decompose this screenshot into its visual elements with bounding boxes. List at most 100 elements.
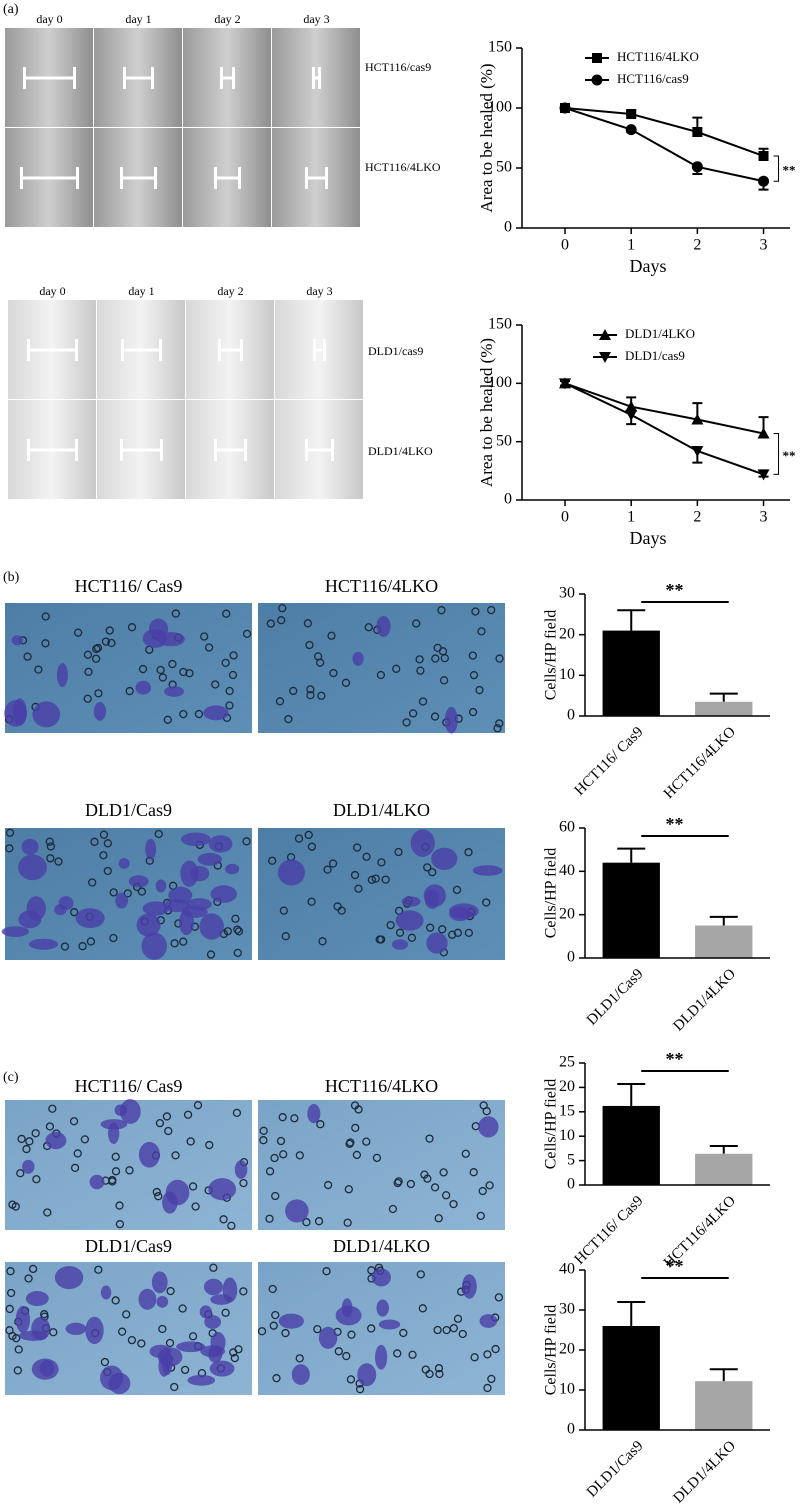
image-label: DLD1/Cas9: [85, 1236, 172, 1256]
pore: [395, 928, 405, 937]
pore: [170, 939, 179, 948]
pore: [200, 632, 209, 641]
pore: [94, 1265, 103, 1274]
pore: [180, 1365, 190, 1375]
marker: [692, 127, 703, 137]
y-axis-label: Cells/HP field: [543, 848, 560, 939]
y-tick-label: 20: [559, 1078, 575, 1095]
day-label: day 0: [36, 12, 62, 26]
pore: [470, 1353, 479, 1362]
cell: [119, 1099, 141, 1124]
x-tick-label: 0: [561, 237, 569, 254]
marker: [626, 109, 637, 119]
cell: [1, 926, 30, 938]
pore: [430, 712, 440, 721]
pore: [476, 1211, 485, 1221]
cell: [162, 1351, 173, 1376]
pore: [302, 1218, 311, 1227]
pore: [452, 885, 462, 895]
pore: [152, 1187, 161, 1197]
cell: [18, 910, 42, 929]
significance: **: [666, 814, 684, 834]
pore: [477, 627, 486, 636]
pore: [362, 852, 371, 861]
cell: [180, 860, 199, 887]
pore: [306, 691, 315, 700]
cell: [208, 835, 233, 853]
y-axis-label: Cells/HP field: [543, 1305, 560, 1396]
pore: [155, 1118, 165, 1128]
pore: [495, 719, 504, 728]
cell: [164, 686, 185, 697]
pore: [323, 1180, 333, 1190]
cell: [210, 885, 237, 903]
cell: [203, 1278, 223, 1296]
pore: [41, 612, 50, 621]
pore: [425, 923, 435, 932]
pore: [6, 1267, 15, 1276]
pore: [193, 1101, 203, 1110]
x-tick-label: DLD1/Cas9: [584, 966, 647, 1029]
pore: [307, 897, 316, 906]
series-line: [564, 107, 764, 183]
pore: [99, 851, 108, 860]
cell: [138, 1288, 157, 1310]
pore: [225, 686, 234, 696]
pore: [333, 902, 342, 911]
pore: [469, 1168, 478, 1177]
pore: [491, 1344, 500, 1354]
marker: [758, 151, 769, 161]
y-tick-label: 150: [488, 39, 512, 56]
cell: [376, 1299, 389, 1317]
cell: [118, 857, 130, 869]
pore: [478, 1186, 487, 1196]
pore: [5, 828, 15, 837]
pore: [307, 842, 317, 851]
pore: [425, 1369, 434, 1379]
pore: [115, 1220, 125, 1229]
pore: [318, 937, 327, 946]
y-tick-label: 0: [567, 1421, 575, 1438]
pore: [304, 830, 313, 840]
pore: [281, 932, 290, 941]
y-tick-label: 30: [559, 585, 575, 602]
cell: [11, 635, 24, 646]
pore: [314, 1217, 324, 1226]
cell: [225, 863, 240, 875]
significance: **: [783, 163, 796, 178]
pore: [453, 928, 463, 937]
pore: [80, 1135, 90, 1144]
marker: [599, 352, 611, 363]
pore: [328, 859, 338, 868]
cell: [462, 1274, 477, 1299]
pore: [306, 685, 315, 694]
panel-label: (c): [3, 1070, 19, 1085]
cell: [100, 1285, 112, 1300]
y-axis-label: Cells/HP field: [543, 610, 560, 701]
x-tick-label: DLD1/4LKO: [671, 966, 740, 1035]
pore: [434, 1214, 443, 1223]
error-bar: [617, 1082, 646, 1106]
pore: [179, 709, 188, 719]
x-tick-label: HCT116/4LKO: [661, 724, 739, 802]
y-tick-label: 10: [559, 666, 575, 683]
cell: [431, 847, 458, 870]
pore: [271, 1191, 280, 1201]
cell: [114, 1104, 127, 1116]
cell: [155, 879, 167, 893]
pore: [352, 1150, 362, 1160]
pore: [5, 1326, 14, 1335]
pore: [117, 1327, 127, 1336]
pore: [48, 1104, 57, 1113]
pore: [49, 1328, 58, 1337]
significance: **: [783, 448, 796, 463]
pore: [101, 637, 111, 646]
y-tick-label: 100: [488, 374, 512, 391]
pore: [428, 868, 437, 877]
panel-label: (b): [3, 570, 20, 585]
pore: [137, 1339, 146, 1348]
pore: [162, 1112, 172, 1121]
cell: [32, 701, 61, 728]
pore: [12, 1334, 21, 1343]
pore: [205, 1140, 214, 1150]
